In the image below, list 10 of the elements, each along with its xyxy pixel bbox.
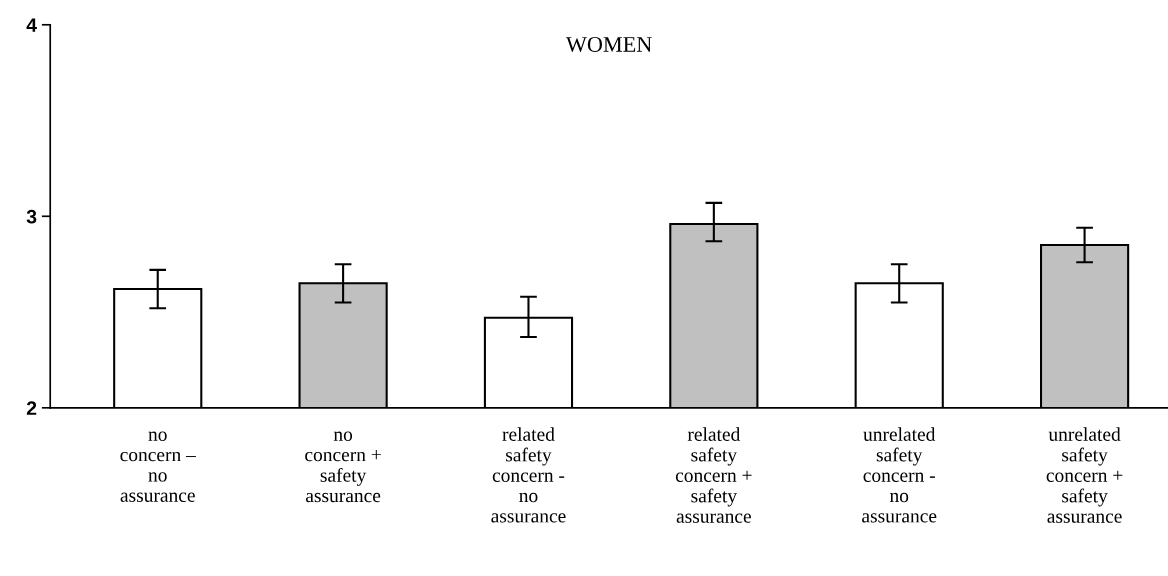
- y-tick-label: 4: [26, 18, 37, 32]
- y-tick-label: 2: [26, 401, 37, 415]
- chart-title: WOMEN: [565, 36, 652, 53]
- x-tick-label: unrelated safety concern + safety assurance: [1046, 427, 1123, 523]
- x-tick-label: unrelated safety concern - no assurance: [862, 427, 937, 523]
- x-tick-label: related safety concern - no assurance: [491, 427, 566, 523]
- x-tick-label: no concern + safety assurance: [305, 431, 381, 503]
- x-tick-label: related safety concern + safety assurance: [675, 427, 752, 523]
- x-tick-label: no concern – no assurance: [120, 431, 196, 502]
- y-tick-label: 3: [26, 209, 37, 224]
